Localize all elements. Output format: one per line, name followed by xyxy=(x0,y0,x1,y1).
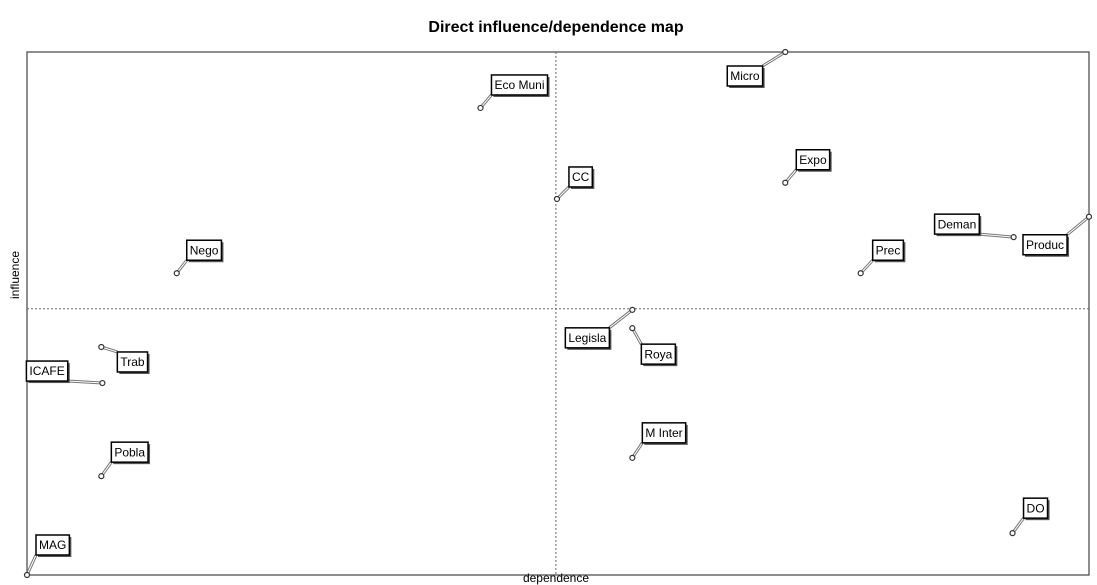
point xyxy=(1085,213,1093,220)
connector xyxy=(609,309,633,329)
label-box xyxy=(35,534,71,556)
plot-frame xyxy=(26,51,1090,576)
point-label: DO xyxy=(1027,501,1045,515)
connector xyxy=(1066,216,1090,236)
label-box xyxy=(185,239,223,261)
point-label: Deman xyxy=(938,217,977,231)
connector xyxy=(762,51,786,67)
label-box xyxy=(795,149,831,171)
label-box xyxy=(568,166,594,188)
point xyxy=(782,179,789,186)
point xyxy=(477,104,484,112)
point xyxy=(782,48,789,56)
label-box xyxy=(933,213,981,235)
point-label: M Inter xyxy=(645,426,682,440)
point-label: ICAFE xyxy=(29,364,64,378)
label-box xyxy=(1022,497,1049,519)
x-axis-label: dependence xyxy=(523,571,589,585)
label-box xyxy=(116,351,149,373)
point xyxy=(98,473,105,480)
label-box xyxy=(1022,233,1068,256)
y-axis-label: influence xyxy=(8,251,22,299)
point xyxy=(98,343,105,351)
connector xyxy=(1012,517,1024,534)
label-box xyxy=(25,360,69,382)
point-label: MAG xyxy=(39,538,66,552)
point xyxy=(553,195,561,203)
connector xyxy=(67,380,103,384)
label-box xyxy=(110,441,149,463)
label-box xyxy=(871,239,905,261)
point xyxy=(629,454,636,461)
point xyxy=(629,325,636,332)
point-label: Roya xyxy=(644,347,672,361)
label-box xyxy=(564,327,611,349)
point-label: Pobla xyxy=(114,445,145,459)
point-label: CC xyxy=(572,170,590,184)
point-label: Legisla xyxy=(568,331,606,345)
label-box xyxy=(641,422,687,444)
point-label: Produc xyxy=(1026,238,1064,252)
connector xyxy=(26,554,37,576)
label-box xyxy=(490,74,549,96)
point xyxy=(629,306,636,313)
point xyxy=(173,270,180,277)
label-box xyxy=(640,343,677,365)
point-label: Trab xyxy=(120,355,145,369)
connector xyxy=(979,233,1014,238)
point-label: Micro xyxy=(730,69,760,83)
point xyxy=(857,270,864,277)
label-box xyxy=(726,65,764,87)
point xyxy=(23,571,31,579)
point-label: Expo xyxy=(799,153,827,167)
point-label: Prec xyxy=(876,243,901,257)
chart-title: Direct influence/dependence map xyxy=(428,19,683,36)
point-label: Eco Muni xyxy=(494,78,544,92)
point xyxy=(1009,530,1016,537)
point xyxy=(99,379,106,387)
point xyxy=(1010,234,1017,241)
point-label: Nego xyxy=(190,243,219,257)
